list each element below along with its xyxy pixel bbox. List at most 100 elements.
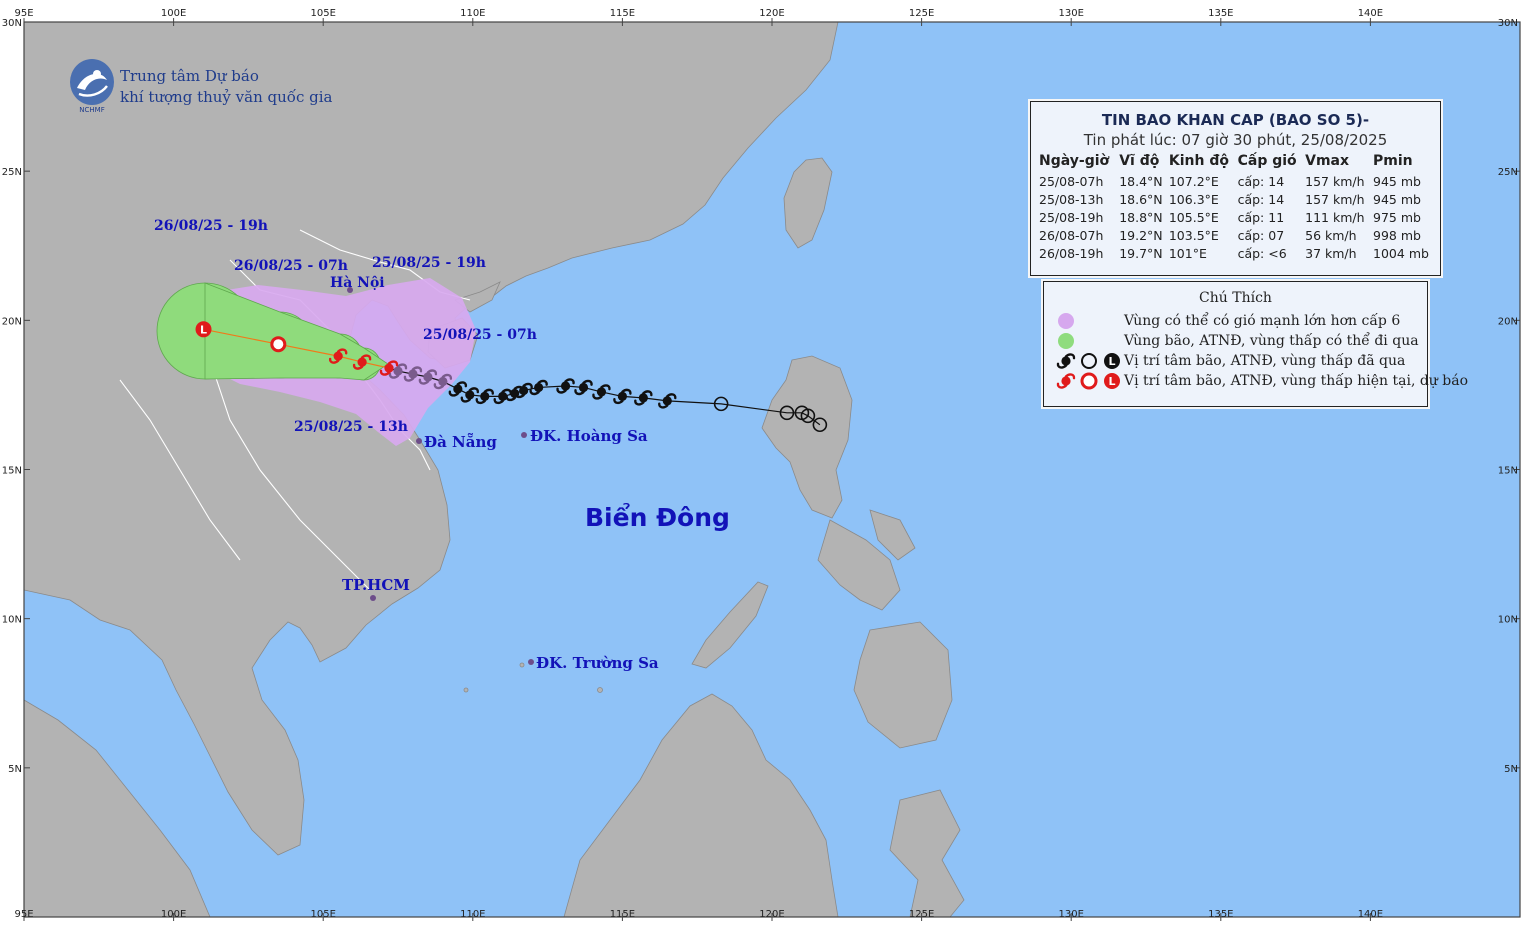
- place-labels: Hà Nội Đà Nẵng ĐK. Hoàng Sa TP.HCM ĐK. T…: [330, 275, 730, 672]
- past-position-circle-icon: [779, 405, 795, 421]
- land-sumatra: [24, 699, 211, 917]
- cell: 945 mb: [1373, 191, 1421, 207]
- lon-tick-label: 125E: [909, 8, 934, 19]
- legend-text: Vị trí tâm bão, ATNĐ, vùng thấp đã qua: [1124, 353, 1406, 369]
- nchmf-logo: [70, 59, 114, 105]
- lon-tick-label: 110E: [460, 909, 485, 920]
- legend-item-storm-zone: Vùng bão, ATNĐ, vùng thấp có thể đi qua: [1056, 331, 1419, 351]
- lon-tick-label: 95E: [14, 8, 33, 19]
- lon-tick-label: 135E: [1208, 8, 1233, 19]
- lon-tick-label: 140E: [1358, 8, 1383, 19]
- label-t4: 26/08/25 - 19h: [154, 218, 268, 234]
- label-hoangsa: ĐK. Hoàng Sa: [530, 427, 648, 445]
- lon-tick-label: 120E: [759, 909, 784, 920]
- land-visayas: [817, 519, 901, 611]
- cell: 975 mb: [1373, 209, 1421, 225]
- cell: cấp: 14: [1237, 191, 1285, 207]
- cell: 945 mb: [1373, 173, 1421, 189]
- label-t3: 26/08/25 - 07h: [234, 258, 348, 274]
- forecast-time-labels: 25/08/25 - 07h 25/08/25 - 13h 25/08/25 -…: [154, 218, 537, 435]
- lon-tick-label: 120E: [759, 8, 784, 19]
- cell: 19.2°N: [1119, 227, 1163, 243]
- cell: 56 km/h: [1305, 227, 1357, 243]
- cell: 157 km/h: [1305, 173, 1365, 189]
- forecast-table-header: Ngày-giờ Vĩ độ Kinh độ Cấp gió Vmax Pmin: [1039, 153, 1437, 172]
- col-lat: Vĩ độ: [1119, 153, 1160, 169]
- land-palawan: [691, 581, 769, 669]
- legend-item-past: L Vị trí tâm bão, ATNĐ, vùng thấp đã qua: [1056, 351, 1405, 371]
- lat-tick-label: 15N: [1498, 466, 1518, 477]
- label-t1: 25/08/25 - 13h: [294, 419, 408, 435]
- lon-tick-label: 140E: [1358, 909, 1383, 920]
- label-hanoi: Hà Nội: [330, 275, 385, 291]
- legend-item-wind-zone: Vùng có thể có gió mạnh lớn hơn cấp 6: [1056, 311, 1400, 331]
- label-hcm: TP.HCM: [342, 576, 410, 594]
- label-truongsa: ĐK. Trường Sa: [536, 654, 659, 672]
- label-danang: Đà Nẵng: [424, 432, 497, 451]
- label-bien-dong: Biển Đông: [585, 502, 730, 532]
- info-title: TIN BAO KHAN CAP (BAO SO 5)-: [1101, 111, 1370, 129]
- cell: cấp: 11: [1237, 209, 1285, 225]
- lon-tick-label: 125E: [909, 909, 934, 920]
- legend-box: Chú Thích Vùng có thể có gió mạnh lớn hơ…: [1043, 281, 1468, 407]
- col-datetime: Ngày-giờ: [1039, 153, 1110, 169]
- lon-tick-label: 105E: [310, 909, 335, 920]
- cell: 103.5°E: [1168, 227, 1219, 243]
- lon-tick-label: 130E: [1058, 8, 1083, 19]
- cell: 111 km/h: [1305, 209, 1365, 225]
- col-lon: Kinh độ: [1168, 153, 1229, 169]
- cell: 26/08-07h: [1039, 227, 1104, 243]
- storm-symbol-black-icon: [1056, 353, 1076, 369]
- info-subtitle: Tin phát lúc: 07 giờ 30 phút, 25/08/2025: [1083, 131, 1388, 149]
- lon-tick-label: 135E: [1208, 909, 1233, 920]
- lat-tick-label: 25N: [1498, 167, 1518, 178]
- table-row: 25/08-07h 18.4°N 107.2°E cấp: 14 157 km/h 945…: [1039, 172, 1437, 190]
- col-vmax: Vmax: [1305, 153, 1350, 169]
- cell: cấp: <6: [1237, 245, 1287, 261]
- storm-track: L: [195, 321, 828, 433]
- land-samar: [869, 509, 916, 561]
- lon-tick-label: 105E: [310, 8, 335, 19]
- organization-name: Trung tâm Dự báo khí tượng thuỷ văn quốc…: [120, 66, 332, 108]
- past-position-circle-icon: [812, 417, 828, 433]
- cell: cấp: 07: [1237, 227, 1285, 243]
- organization-line-1: Trung tâm Dự báo: [120, 67, 259, 85]
- legend-text: Vùng có thể có gió mạnh lớn hơn cấp 6: [1124, 313, 1401, 329]
- lat-tick-label: 5N: [8, 764, 22, 775]
- lat-tick-label: 10N: [2, 615, 22, 626]
- svg-text:L: L: [1108, 355, 1115, 368]
- label-t0: 25/08/25 - 07h: [423, 327, 537, 343]
- cell: 25/08-19h: [1039, 209, 1104, 225]
- lat-tick-label: 10N: [1498, 615, 1518, 626]
- circle-red-icon: [1080, 372, 1098, 390]
- cell: 26/08-19h: [1039, 245, 1104, 261]
- legend-text: Vị trí tâm bão, ATNĐ, vùng thấp hiện tại…: [1124, 373, 1469, 389]
- cell: 25/08-07h: [1039, 173, 1104, 189]
- storm-symbol-red-icon: [1056, 373, 1076, 389]
- forecast-position-low-letter: L: [200, 323, 207, 336]
- cell: 25/08-13h: [1039, 191, 1104, 207]
- lat-tick-label: 20N: [2, 316, 22, 327]
- lat-tick-label: 30N: [2, 18, 22, 29]
- cell: 998 mb: [1373, 227, 1421, 243]
- cell: 18.4°N: [1119, 173, 1163, 189]
- lat-tick-label: 15N: [2, 466, 22, 477]
- lon-tick-label: 110E: [460, 8, 485, 19]
- table-row: 25/08-13h 18.6°N 106.3°E cấp: 14 157 km/h 945…: [1039, 190, 1437, 208]
- cell: 18.6°N: [1119, 191, 1163, 207]
- table-row: 25/08-19h 18.8°N 105.5°E cấp: 11 111 km/h 975…: [1039, 208, 1437, 226]
- svg-text:L: L: [1108, 375, 1115, 388]
- table-row: 26/08-19h 19.7°N 101°E cấp: <6 37 km/h 1004 m…: [1039, 244, 1437, 262]
- lat-tick-label: 20N: [1498, 316, 1518, 327]
- lon-tick-label: 95E: [14, 909, 33, 920]
- legend-title: Chú Thích: [1199, 290, 1272, 306]
- land-mindanao: [853, 621, 953, 749]
- forecast-position-low-icon: [195, 321, 212, 338]
- cell: 18.8°N: [1119, 209, 1163, 225]
- cell: 37 km/h: [1305, 245, 1357, 261]
- forecast-table: Ngày-giờ Vĩ độ Kinh độ Cấp gió Vmax Pmin…: [1039, 153, 1437, 262]
- green-circle-icon: [1058, 333, 1074, 349]
- organization-line-2: khí tượng thuỷ văn quốc gia: [120, 88, 333, 106]
- lon-tick-label: 100E: [161, 909, 186, 920]
